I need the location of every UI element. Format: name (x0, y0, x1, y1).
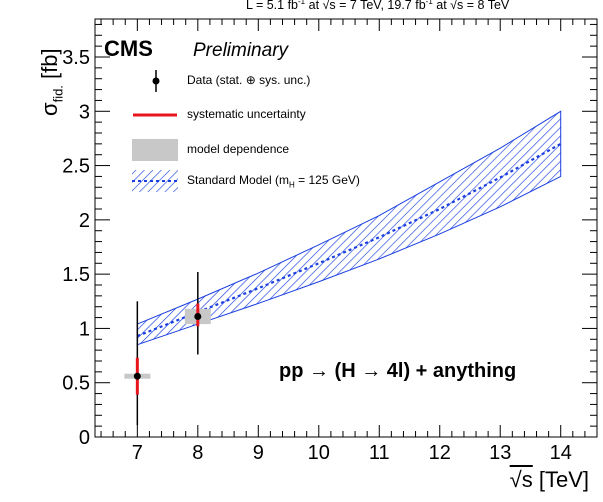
legend-model-label: model dependence (187, 142, 290, 156)
x-tick-label: 13 (489, 442, 511, 464)
data-points-layer (133, 271, 202, 426)
legend-systematic-label: systematic uncertainty (187, 107, 306, 121)
x-tick-label: 10 (308, 442, 330, 464)
x-tick-label: 8 (192, 442, 203, 464)
process-annotation: pp → (H → 4l) + anything (279, 360, 517, 382)
luminosity-label: L = 5.1 fb-1 at √s = 7 TeV, 19.7 fb-1 at… (246, 0, 510, 13)
y-tick-label: 0.5 (62, 373, 90, 395)
y-tick-label: 3 (79, 101, 90, 123)
x-tick-label: 12 (429, 442, 451, 464)
legend-sm-box (132, 170, 178, 192)
plot-frame (94, 18, 598, 438)
sm-band-area (136, 110, 562, 346)
data-marker-1 (133, 372, 141, 380)
sm-band-layer (136, 110, 562, 346)
y-tick-label: 2 (79, 210, 90, 232)
legend-sm-label: Standard Model (mH = 125 GeV) (187, 173, 360, 190)
x-tick-label: 14 (550, 442, 572, 464)
x-tick-label: 11 (369, 442, 390, 464)
y-axis-label: σfid. [fb] (37, 48, 66, 116)
sm-central-line (136, 142, 562, 338)
x-tick-label: 7 (132, 442, 143, 464)
legend-data-marker (152, 77, 160, 85)
x-tick-label: 9 (253, 442, 264, 464)
legend-model-box (132, 139, 178, 161)
data-marker-2 (194, 312, 202, 320)
cms-label: CMS (104, 36, 153, 61)
y-tick-label: 1 (79, 318, 90, 340)
axis-ticks-layer: 7 8 9 10 11 12 13 14 0 0.5 1 1.5 2 2.5 3 3.5 (62, 19, 598, 464)
y-tick-label: 0 (79, 427, 90, 449)
legend-data-label: Data (stat. ⊕ sys. unc.) (187, 73, 311, 87)
legend-symbols (132, 70, 178, 192)
x-axis-label: √s [TeV] (509, 467, 589, 492)
preliminary-label: Preliminary (193, 40, 289, 61)
y-tick-label: 1.5 (62, 264, 90, 286)
y-tick-label: 3.5 (62, 47, 90, 69)
y-tick-label: 2.5 (62, 156, 90, 178)
